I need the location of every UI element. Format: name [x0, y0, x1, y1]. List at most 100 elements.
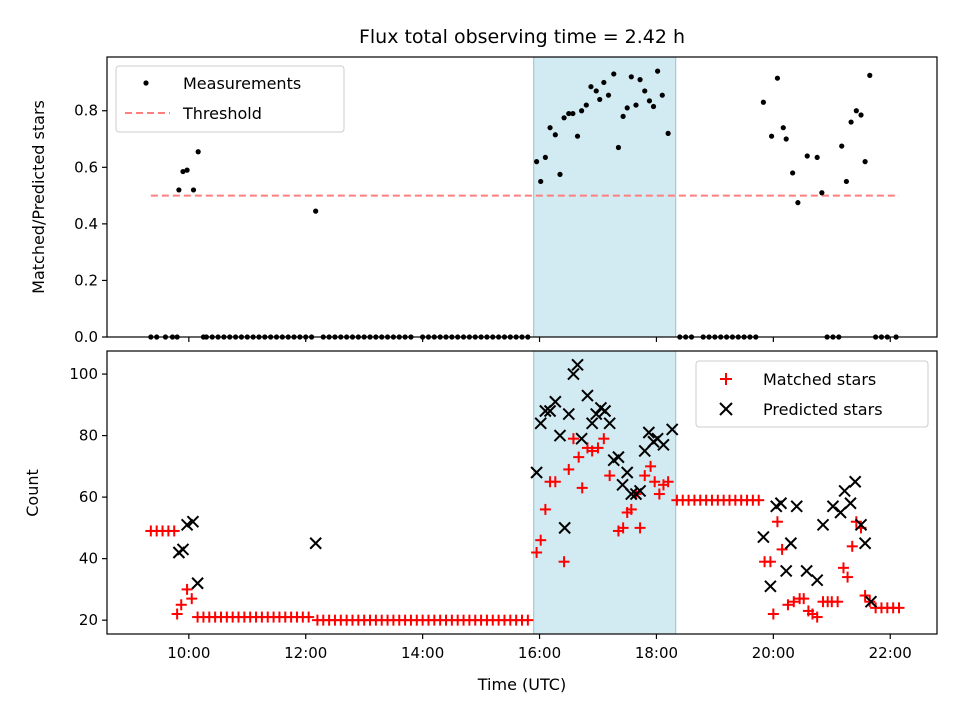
measurement-point	[858, 112, 864, 118]
matched-star-point	[175, 599, 187, 611]
predicted-star-point	[571, 358, 584, 372]
predicted-star-point	[549, 395, 562, 408]
measurement-point	[313, 208, 319, 214]
measurement-point	[790, 170, 796, 176]
predicted-star-point	[603, 417, 616, 430]
legend-matched-marker	[720, 373, 732, 385]
predicted-star-point	[309, 537, 322, 550]
predicted-star-point	[562, 407, 575, 421]
matched-star-point	[645, 460, 657, 472]
predicted-star-point	[625, 487, 638, 501]
matched-star-point	[171, 608, 183, 620]
top-panel: 0.00.20.40.60.8 Matched/Predicted stars …	[29, 56, 938, 346]
measurement-point	[819, 190, 825, 196]
measurement-point	[180, 168, 186, 175]
measurement-point	[783, 136, 789, 142]
y-tick-label: 0.8	[74, 102, 98, 120]
bottom-legend-box	[695, 360, 929, 428]
measurement-point	[650, 103, 657, 110]
matched-star-point	[522, 614, 534, 626]
x-tick-label: 22:00	[869, 644, 912, 662]
matched-star-point	[598, 433, 610, 445]
matched-star-point	[776, 543, 788, 555]
predicted-star-point	[757, 530, 770, 544]
matched-star-point	[576, 482, 588, 494]
matched-star-point	[303, 611, 315, 623]
predicted-star-point	[534, 417, 547, 430]
y-tick-label: 0.2	[74, 271, 98, 289]
matched-star-point	[181, 583, 193, 595]
measurement-point	[862, 159, 868, 165]
matched-star-point	[573, 451, 585, 463]
top-legend-box	[115, 65, 345, 133]
measurement-point	[542, 154, 548, 161]
y-tick-label: 100	[69, 365, 98, 383]
x-tick-label: 10:00	[167, 644, 210, 662]
measurement-point	[633, 102, 639, 108]
measurement-point	[795, 200, 801, 206]
measurement-point	[628, 74, 634, 80]
matched-star-point	[782, 599, 794, 611]
measurement-point	[601, 79, 607, 86]
bottom-legend: Matched stars Predicted stars	[695, 360, 929, 428]
matched-star-point	[788, 596, 800, 608]
bottom-plot-frame	[106, 350, 938, 635]
predicted-star-point	[621, 466, 634, 479]
predicted-star-point	[779, 564, 793, 578]
matched-star-point	[771, 516, 783, 528]
measurement-point	[605, 92, 612, 98]
predicted-star-point	[810, 573, 824, 587]
predicted-star-point	[657, 438, 670, 452]
matched-star-point	[859, 590, 871, 602]
predicted-star-point	[826, 500, 840, 513]
matched-star-point	[653, 488, 665, 500]
matched-star-point	[842, 571, 854, 583]
predicted-star-point	[816, 518, 830, 532]
measurement-point	[611, 71, 617, 77]
matched-star-point	[634, 522, 646, 534]
x-tick-label: 18:00	[635, 644, 678, 662]
y-tick-label: 80	[79, 427, 98, 445]
predicted-star-point	[567, 367, 580, 381]
predicted-star-point	[176, 543, 190, 556]
matched-star-point	[850, 516, 862, 528]
y-tick-label: 40	[79, 550, 98, 568]
measurement-point	[184, 167, 190, 173]
matched-star-point	[535, 534, 547, 546]
measurement-point	[547, 125, 553, 131]
predicted-star-point	[774, 497, 788, 510]
chart-title: Flux total observing time = 2.42 h	[359, 26, 685, 48]
matched-star-point	[567, 433, 579, 445]
measurement-point	[538, 178, 544, 185]
y-tick-label: 0.6	[74, 158, 98, 176]
measurement-point	[588, 84, 594, 90]
measurement-point	[579, 108, 585, 114]
matched-star-point	[832, 596, 844, 608]
matched-star-point	[893, 602, 905, 614]
predicted-star-point	[543, 404, 557, 418]
y-tick-label: 20	[79, 611, 98, 629]
measurement-point	[655, 68, 661, 74]
x-tick-label: 12:00	[284, 644, 327, 662]
matched-star-point	[798, 593, 810, 605]
matched-star-point	[592, 442, 604, 454]
matched-star-point	[846, 540, 858, 552]
matched-star-point	[811, 611, 823, 623]
measurement-point	[190, 187, 197, 193]
matched-star-point	[604, 470, 616, 482]
measurement-point	[552, 132, 558, 138]
measurement-point	[176, 187, 182, 193]
highlight-span	[533, 56, 677, 338]
predicted-star-point	[553, 429, 567, 442]
matched-star-point	[539, 503, 551, 515]
matched-star-point	[764, 556, 776, 568]
measurement-point	[561, 115, 567, 121]
measurement-point	[574, 133, 581, 139]
matched-star-point	[531, 546, 543, 558]
predicted-star-point	[530, 466, 543, 479]
measurement-point	[534, 159, 540, 165]
bottom-y-axis-label: Count	[23, 469, 42, 517]
measurement-point	[637, 77, 643, 83]
measurement-point	[583, 102, 589, 108]
predicted-star-point	[575, 432, 588, 445]
